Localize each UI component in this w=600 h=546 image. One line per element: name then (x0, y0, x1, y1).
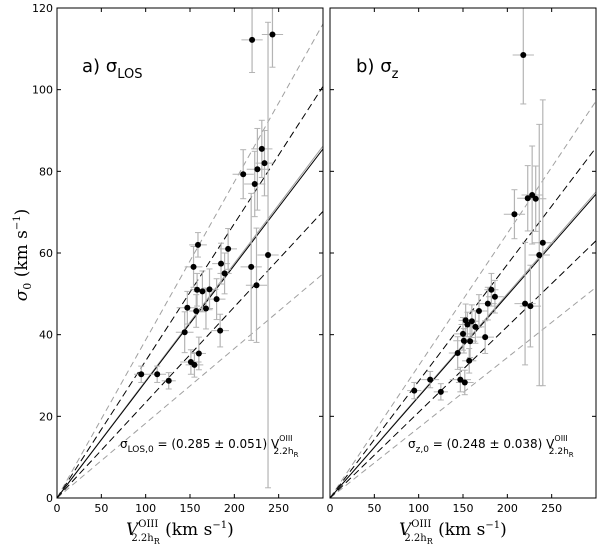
panel-a: 0 50 100 150 200 250 0 20 40 60 80 100 120 a) σLOS σ… (32, 2, 324, 515)
data-point (536, 252, 543, 259)
fit-line-minus-1sigma (57, 211, 323, 498)
panel-b: 0 50 100 150 200 250 b) σz σz,0 = (0.248 ± 0.… (327, 7, 597, 515)
data-point (524, 195, 531, 202)
data-point (539, 239, 546, 246)
y-tick-label: 60 (39, 247, 53, 260)
data-point (217, 327, 224, 334)
data-point (522, 300, 529, 307)
data-point (258, 145, 265, 152)
data-point (457, 376, 464, 383)
x-tick-label: 50 (367, 502, 381, 515)
data-point (194, 241, 201, 248)
data-point (482, 334, 489, 341)
data-point (269, 31, 276, 38)
fit-line-minus-2sigma (330, 286, 596, 498)
x-tick-label: 200 (224, 502, 245, 515)
panel-a-fit-annotation: σLOS,0 = (0.285 ± 0.051) VOIII 2.2hR (120, 434, 299, 459)
panel-a-label: a) σLOS (82, 56, 142, 82)
data-point (193, 307, 200, 314)
x-tick-label: 0 (327, 502, 334, 515)
fit-line-minus-1sigma (330, 240, 596, 498)
data-point (184, 304, 191, 311)
y-axis-label: σ0 (km s−1) (12, 209, 34, 302)
data-point (472, 323, 479, 330)
data-point (202, 305, 209, 312)
data-point (251, 180, 258, 187)
data-point (191, 361, 198, 368)
data-point (488, 286, 495, 293)
x-tick-label: 100 (408, 502, 429, 515)
fit-line-minus-2sigma (57, 273, 323, 498)
data-point (199, 288, 206, 295)
y-tick-label: 100 (32, 84, 53, 97)
x-tick-label: 150 (180, 502, 201, 515)
x-tick-label: 250 (268, 502, 289, 515)
y-tick-label: 20 (39, 410, 53, 423)
data-point (253, 282, 260, 289)
data-point (475, 307, 482, 314)
data-point (427, 376, 434, 383)
data-point (190, 263, 197, 270)
data-point (491, 293, 498, 300)
data-point (511, 211, 518, 218)
x-tick-label: 250 (541, 502, 562, 515)
data-point (154, 371, 161, 378)
data-point (464, 321, 471, 328)
data-point (240, 171, 247, 178)
x-tick-label: 0 (54, 502, 61, 515)
data-point (527, 303, 534, 310)
y-tick-label: 80 (39, 165, 53, 178)
data-point (265, 252, 272, 259)
data-point (532, 195, 539, 202)
panel-b-label: b) σz (356, 56, 399, 82)
y-tick-label: 120 (32, 2, 53, 15)
data-point (249, 36, 256, 43)
x-tick-label: 100 (135, 502, 156, 515)
data-point (454, 350, 461, 357)
fit-line (57, 148, 323, 498)
x-tick-label: 50 (94, 502, 108, 515)
data-point (466, 357, 473, 364)
x-axis-label-b: VOIII 2.2hR (km s−1) (399, 519, 507, 546)
panel-a-frame (56, 7, 324, 499)
data-point (195, 350, 202, 357)
data-point (225, 245, 232, 252)
panel-b-fit-annotation: σz,0 = (0.248 ± 0.038) VOIII 2.2hR (408, 434, 574, 459)
data-point (218, 260, 225, 267)
plot-area-b (330, 8, 596, 498)
y-tick-label: 40 (39, 329, 53, 342)
data-point (261, 160, 268, 167)
data-point (138, 371, 145, 378)
data-point (461, 379, 468, 386)
data-point (206, 286, 213, 293)
data-point (467, 338, 474, 345)
plot-area-a (57, 8, 323, 498)
data-point (468, 318, 475, 325)
data-point (248, 263, 255, 270)
data-point (213, 296, 220, 303)
x-tick-label: 200 (497, 502, 518, 515)
data-point (254, 166, 261, 173)
data-point (181, 329, 188, 336)
data-point (460, 337, 467, 344)
x-tick-label: 150 (453, 502, 474, 515)
data-point (520, 51, 527, 58)
data-point (165, 377, 172, 384)
data-point (484, 300, 491, 307)
panel-b-frame (329, 7, 597, 499)
data-point (194, 286, 201, 293)
data-point (221, 270, 228, 277)
fit-line-plus-1sigma (57, 86, 323, 498)
fit-line-plus-2sigma (57, 23, 323, 498)
data-point (437, 388, 444, 395)
data-point (460, 330, 466, 337)
data-point (411, 387, 418, 394)
y-tick-label: 0 (46, 492, 53, 505)
x-axis-label-a: VOIII 2.2hR (km s−1) (126, 519, 234, 546)
fit-line-plus-1sigma (330, 147, 596, 498)
